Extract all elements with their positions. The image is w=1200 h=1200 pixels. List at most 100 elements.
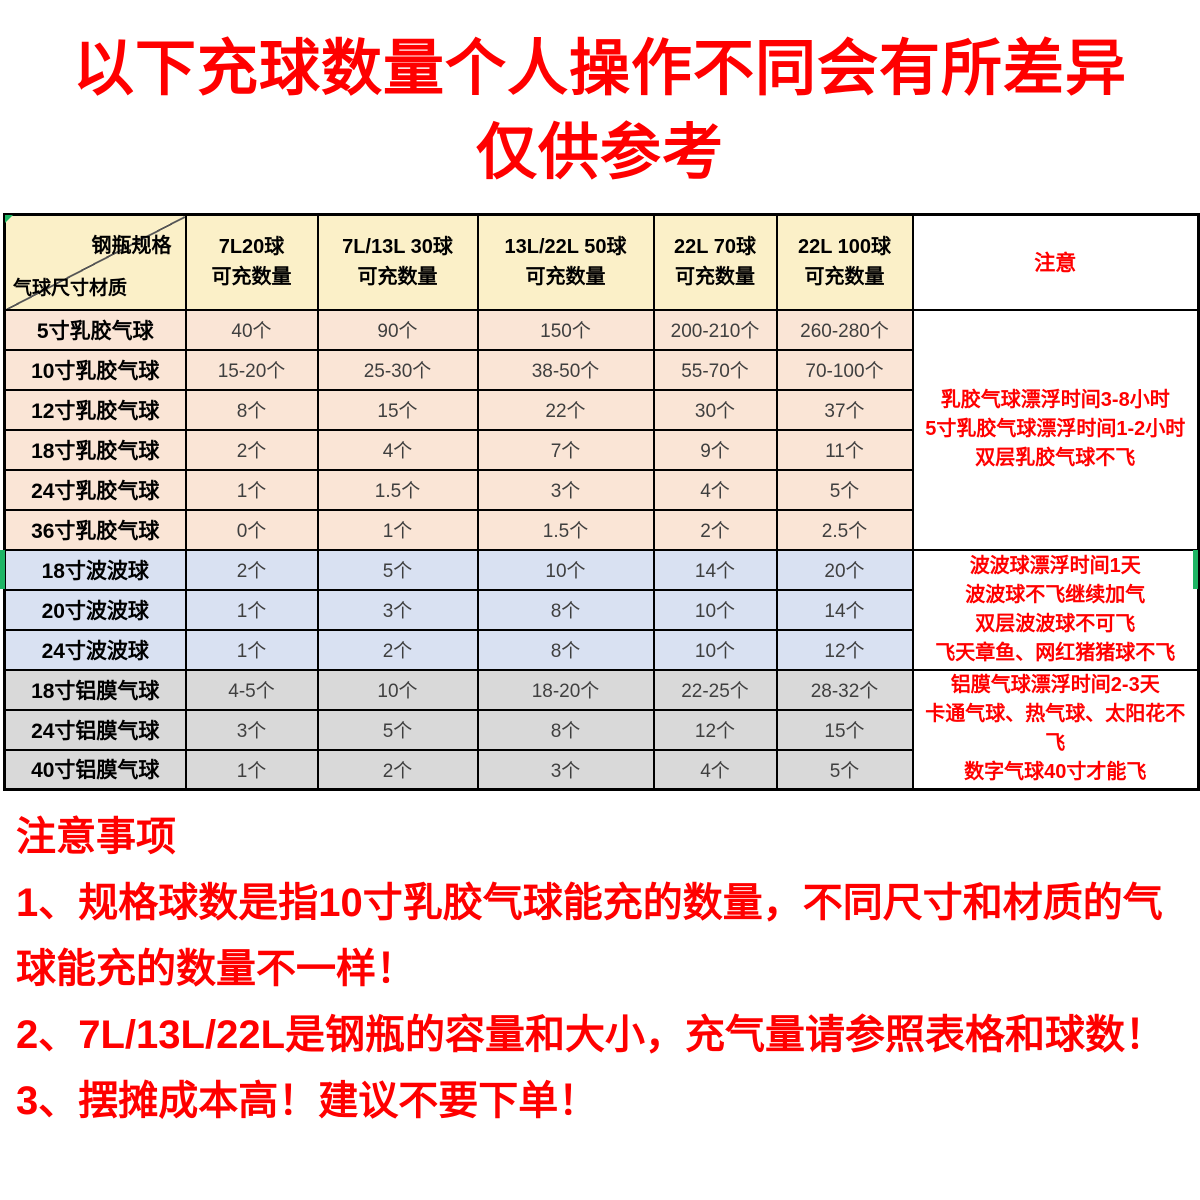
row-label: 24寸乳胶气球 — [3, 468, 187, 511]
note-latex: 乳胶气球漂浮时间3-8小时 5寸乳胶气球漂浮时间1-2小时 双层乳胶气球不飞 — [911, 308, 1200, 551]
row-40in-foil: 40寸铝膜气球 1个 2个 3个 4个 5个 — [3, 748, 1199, 791]
capacity-cell: 8个 — [476, 628, 655, 671]
capacity-cell: 18-20个 — [476, 668, 655, 711]
capacity-cell: 22个 — [476, 388, 655, 431]
note-item-2: 2、7L/13L/22L是钢瓶的容量和大小，充气量请参照表格和球数！ — [16, 1013, 1166, 1057]
col-header-13l22l50: 13L/22L 50球 可充数量 — [476, 213, 655, 311]
capacity-cell: 2个 — [184, 428, 319, 471]
row-label: 24寸波波球 — [3, 628, 187, 671]
row-10in-latex: 10寸乳胶气球 15-20个 25-30个 38-50个 55-70个 70-1… — [3, 348, 1199, 391]
capacity-cell: 4个 — [652, 468, 778, 511]
col-header-22l70: 22L 70球 可充数量 — [652, 213, 778, 311]
capacity-cell: 11个 — [775, 428, 914, 471]
capacity-cell: 1.5个 — [316, 468, 479, 511]
row-36in-latex: 36寸乳胶气球 0个 1个 1.5个 2个 2.5个 — [3, 508, 1199, 551]
corner-header: 钢瓶规格 气球尺寸材质 — [3, 213, 187, 311]
notes-heading: 注意事项 — [16, 815, 176, 859]
capacity-cell: 2.5个 — [775, 508, 914, 551]
row-5in-latex: 5寸乳胶气球 40个 90个 150个 200-210个 260-280个 乳胶… — [3, 308, 1200, 551]
row-label: 20寸波波球 — [3, 588, 187, 631]
row-20in-bobo: 20寸波波球 1个 3个 8个 10个 14个 — [3, 588, 1199, 631]
capacity-cell: 5个 — [775, 748, 914, 791]
capacity-cell: 3个 — [476, 468, 655, 511]
capacity-cell: 40个 — [184, 308, 319, 351]
capacity-cell: 10个 — [652, 628, 778, 671]
selection-highlight-right — [1193, 550, 1198, 589]
capacity-cell: 12个 — [652, 708, 778, 751]
row-label: 24寸铝膜气球 — [3, 708, 187, 751]
capacity-cell: 150个 — [476, 308, 655, 351]
capacity-cell: 5个 — [316, 708, 479, 751]
capacity-cell: 38-50个 — [476, 348, 655, 391]
capacity-cell: 2个 — [316, 748, 479, 791]
capacity-cell: 25-30个 — [316, 348, 479, 391]
selection-corner-mark — [5, 215, 13, 223]
capacity-cell: 9个 — [652, 428, 778, 471]
row-label: 10寸乳胶气球 — [3, 348, 187, 391]
capacity-cell: 0个 — [184, 508, 319, 551]
row-12in-latex: 12寸乳胶气球 8个 15个 22个 30个 37个 — [3, 388, 1199, 431]
capacity-cell: 4个 — [652, 748, 778, 791]
capacity-cell: 55-70个 — [652, 348, 778, 391]
capacity-cell: 30个 — [652, 388, 778, 431]
col-header-22l100: 22L 100球 可充数量 — [775, 213, 914, 311]
row-label: 18寸波波球 — [3, 548, 187, 591]
capacity-cell: 2个 — [184, 548, 319, 591]
notes-section: 注意事项 1、规格球数是指10寸乳胶气球能充的数量，不同尺寸和材质的气球能充的数… — [16, 804, 1190, 1134]
capacity-cell: 1个 — [184, 628, 319, 671]
capacity-cell: 8个 — [476, 588, 655, 631]
note-item-1: 1、规格球数是指10寸乳胶气球能充的数量，不同尺寸和材质的气球能充的数量不一样！ — [16, 881, 1163, 991]
row-18in-bobo: 18寸波波球 2个 5个 10个 14个 20个 波波球漂浮时间1天 波波球不飞… — [3, 548, 1200, 671]
row-24in-foil: 24寸铝膜气球 3个 5个 8个 12个 15个 — [3, 708, 1199, 751]
capacity-cell: 8个 — [184, 388, 319, 431]
row-label: 18寸铝膜气球 — [3, 668, 187, 711]
capacity-cell: 15个 — [316, 388, 479, 431]
row-label: 18寸乳胶气球 — [3, 428, 187, 471]
note-item-3: 3、摆摊成本高！建议不要下单！ — [16, 1079, 599, 1123]
capacity-cell: 15个 — [775, 708, 914, 751]
capacity-cell: 15-20个 — [184, 348, 319, 391]
capacity-cell: 22-25个 — [652, 668, 778, 711]
note-foil: 铝膜气球漂浮时间2-3天 卡通气球、热气球、太阳花不飞 数字气球40寸才能飞 — [911, 668, 1200, 791]
capacity-cell: 1个 — [316, 508, 479, 551]
page-title: 以下充球数量个人操作不同会有所差异 仅供参考 — [0, 26, 1200, 194]
balloon-size-label: 气球尺寸材质 — [13, 277, 128, 299]
capacity-cell: 20个 — [775, 548, 914, 591]
capacity-cell: 37个 — [775, 388, 914, 431]
capacity-cell: 3个 — [184, 708, 319, 751]
capacity-cell: 10个 — [476, 548, 655, 591]
row-18in-latex: 18寸乳胶气球 2个 4个 7个 9个 11个 — [3, 428, 1199, 471]
title-line-1: 以下充球数量个人操作不同会有所差异 — [72, 34, 1127, 102]
capacity-cell: 8个 — [476, 708, 655, 751]
title-line-2: 仅供参考 — [475, 118, 724, 186]
capacity-cell: 5个 — [775, 468, 914, 511]
capacity-cell: 4-5个 — [184, 668, 319, 711]
row-label: 5寸乳胶气球 — [3, 308, 187, 351]
row-24in-bobo: 24寸波波球 1个 2个 8个 10个 12个 — [3, 628, 1199, 671]
capacity-cell: 260-280个 — [775, 308, 914, 351]
capacity-cell: 2个 — [652, 508, 778, 551]
balloon-capacity-table: 钢瓶规格 气球尺寸材质 7L20球 可充数量 7L/13L 30球 可充数量 1… — [3, 213, 1200, 791]
header-row: 钢瓶规格 气球尺寸材质 7L20球 可充数量 7L/13L 30球 可充数量 1… — [3, 213, 1200, 311]
row-18in-foil: 18寸铝膜气球 4-5个 10个 18-20个 22-25个 28-32个 铝膜… — [3, 668, 1200, 791]
capacity-cell: 2个 — [316, 628, 479, 671]
capacity-cell: 14个 — [775, 588, 914, 631]
capacity-cell: 10个 — [316, 668, 479, 711]
row-24in-latex: 24寸乳胶气球 1个 1.5个 3个 4个 5个 — [3, 468, 1199, 511]
note-bobo: 波波球漂浮时间1天 波波球不飞继续加气 双层波波球不可飞 飞天章鱼、网红猪猪球不… — [911, 548, 1200, 671]
row-label: 36寸乳胶气球 — [3, 508, 187, 551]
capacity-cell: 12个 — [775, 628, 914, 671]
capacity-cell: 10个 — [652, 588, 778, 631]
capacity-cell: 1个 — [184, 588, 319, 631]
cylinder-spec-label: 钢瓶规格 — [91, 235, 172, 257]
capacity-cell: 3个 — [316, 588, 479, 631]
capacity-cell: 14个 — [652, 548, 778, 591]
row-label: 40寸铝膜气球 — [3, 748, 187, 791]
col-header-7l13l30: 7L/13L 30球 可充数量 — [316, 213, 479, 311]
capacity-cell: 3个 — [476, 748, 655, 791]
selection-highlight-left — [0, 550, 5, 589]
capacity-cell: 1.5个 — [476, 508, 655, 551]
col-header-7l20: 7L20球 可充数量 — [184, 213, 319, 311]
capacity-cell: 90个 — [316, 308, 479, 351]
capacity-cell: 200-210个 — [652, 308, 778, 351]
